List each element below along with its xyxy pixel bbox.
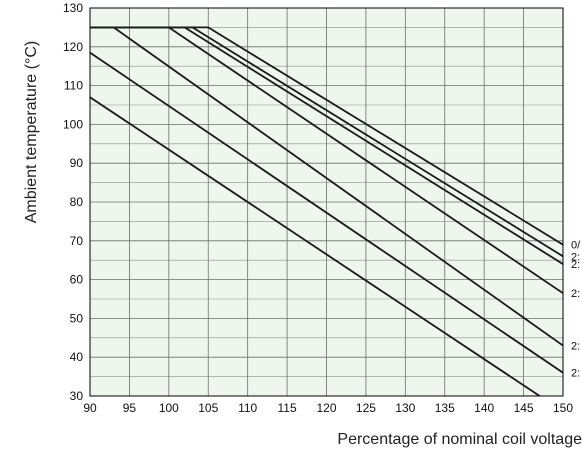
y-tick-label: 50 — [70, 311, 84, 325]
series-line-5 — [113, 26, 563, 347]
y-tick-label: 130 — [63, 1, 83, 15]
x-tick-label: 125 — [356, 401, 376, 415]
y-tick-label: 120 — [63, 40, 83, 54]
x-tick-label: 115 — [278, 401, 297, 415]
x-axis-title: Percentage of nominal coil voltage — [337, 431, 582, 448]
major-grid-lines — [90, 8, 563, 396]
y-tick-label: 110 — [64, 79, 83, 93]
x-tick-label: 135 — [435, 401, 455, 415]
x-tick-label: 130 — [395, 401, 415, 415]
x-tick-label: 90 — [83, 401, 97, 415]
series-label-1: 0/ — [571, 240, 581, 252]
series-line-6 — [90, 51, 563, 374]
y-axis-title: Ambient temperature (°C) — [23, 41, 40, 223]
y-tick-label: 70 — [70, 234, 84, 248]
x-tick-label: 105 — [198, 401, 218, 415]
x-tick-label: 150 — [553, 401, 573, 415]
series-label-2: 2: — [571, 251, 580, 263]
series-label-4: 2: — [571, 288, 580, 300]
y-tick-label: 40 — [70, 350, 84, 364]
series-label-6: 2: — [571, 368, 580, 380]
series-lines — [90, 26, 563, 396]
series-line-4 — [90, 26, 563, 294]
x-tick-label: 145 — [514, 401, 534, 415]
y-tick-label: 90 — [70, 156, 84, 170]
x-tick-label: 110 — [238, 401, 257, 415]
y-tick-label: 80 — [70, 195, 84, 209]
x-tick-label: 140 — [474, 401, 494, 415]
y-tick-label: 60 — [70, 273, 84, 287]
x-tick-label: 100 — [159, 401, 179, 415]
y-axis-tick-labels: 30 40 50 60 70 80 90 100 110 120 130 — [63, 1, 83, 403]
series-label-3: 2: — [571, 259, 580, 271]
plot-border — [89, 7, 564, 397]
y-tick-label: 30 — [70, 389, 84, 403]
x-axis-tick-labels: 90 95 100 105 110 115 120 125 130 135 140 145 150 — [83, 401, 573, 415]
y-tick-label: 100 — [63, 117, 83, 131]
series-end-labels: 0/2:2:2:2:2: — [571, 240, 581, 380]
series-label-5: 2: — [571, 341, 580, 353]
series-line-7 — [90, 96, 542, 396]
x-tick-label: 95 — [123, 401, 137, 415]
x-tick-label: 120 — [316, 401, 336, 415]
axes-frame — [89, 7, 564, 397]
